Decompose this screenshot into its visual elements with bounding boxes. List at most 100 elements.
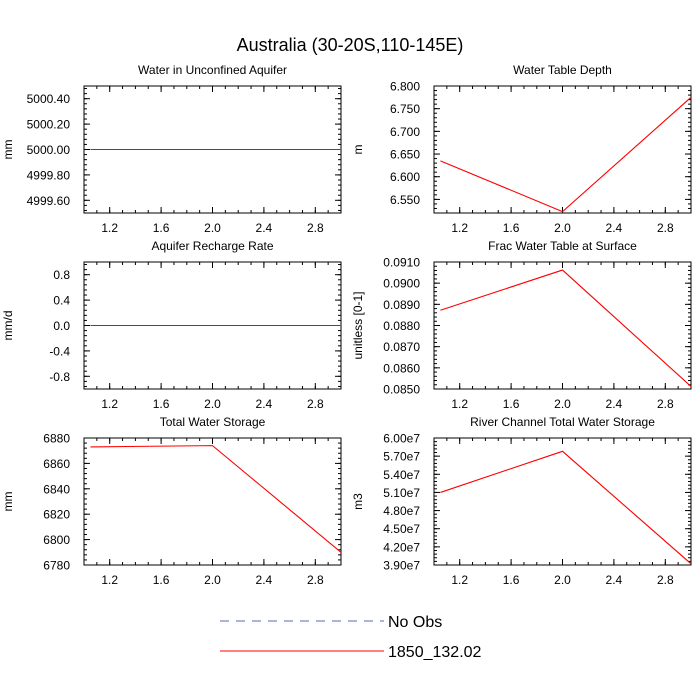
panels: Water in Unconfined Aquifer 1.2 1.6 2.0 2.4 2… xyxy=(1,63,692,587)
y-tick-label: 6.550 xyxy=(390,193,420,207)
y-tick-label: 6780 xyxy=(43,559,70,573)
panel-3: Aquifer Recharge Rate 1.2 1.6 2.0 2.4 2.8 -0.8… xyxy=(1,239,342,411)
y-tick-label: 5.10e7 xyxy=(383,486,420,500)
panel-title: Total Water Storage xyxy=(160,415,266,429)
x-tick-label: 2.0 xyxy=(554,221,571,235)
x-tick-label: 2.8 xyxy=(307,573,324,587)
plot-frame xyxy=(433,261,692,390)
y-tick-label: 0.8 xyxy=(53,268,70,282)
y-tick-label: 5000.20 xyxy=(27,118,71,132)
y-tick-label: 6820 xyxy=(43,508,70,522)
plot-frame xyxy=(433,85,692,214)
x-tick-label: 2.4 xyxy=(256,221,273,235)
y-tick-label: 0.0850 xyxy=(383,383,420,397)
x-tick-label: 1.2 xyxy=(451,573,468,587)
series-line-1 xyxy=(440,269,691,387)
y-tick-label: 0.0890 xyxy=(383,298,420,312)
y-tick-label: 6.750 xyxy=(390,102,420,116)
panel-title: Water Table Depth xyxy=(513,63,612,77)
x-tick-label: 1.6 xyxy=(503,573,520,587)
legend-label: No Obs xyxy=(388,614,442,631)
x-tick-label: 2.0 xyxy=(554,397,571,411)
x-tick-label: 1.6 xyxy=(153,397,170,411)
legend-label: 1850_132.02 xyxy=(388,644,482,661)
legend-entry-2: 1850_132.02 xyxy=(220,644,482,661)
y-tick-label: 5.40e7 xyxy=(383,468,420,482)
y-tick-label: 4.80e7 xyxy=(383,504,420,518)
y-tick-label: 6860 xyxy=(43,457,70,471)
y-tick-label: 6.00e7 xyxy=(383,432,420,446)
y-tick-label: 0.0 xyxy=(53,319,70,333)
panel-title: Water in Unconfined Aquifer xyxy=(138,63,287,77)
y-tick-label: 4999.60 xyxy=(27,194,71,208)
x-tick-label: 2.8 xyxy=(657,221,674,235)
x-tick-label: 2.4 xyxy=(256,397,273,411)
plot-frame xyxy=(83,437,342,566)
x-tick-label: 2.4 xyxy=(606,221,623,235)
y-tick-label: 6.800 xyxy=(390,80,420,94)
x-tick-label: 2.8 xyxy=(657,397,674,411)
y-tick-label: 6800 xyxy=(43,533,70,547)
y-tick-label: 5000.00 xyxy=(27,143,71,157)
x-tick-label: 1.2 xyxy=(451,397,468,411)
y-tick-label: 0.0860 xyxy=(383,361,420,375)
y-axis-label: m xyxy=(351,145,365,155)
x-tick-label: 1.6 xyxy=(153,221,170,235)
x-tick-label: 2.4 xyxy=(606,397,623,411)
panel-4: Frac Water Table at Surface 1.2 1.6 2.0 2.4 2… xyxy=(351,239,692,411)
x-tick-label: 2.0 xyxy=(204,221,221,235)
y-tick-label: 0.4 xyxy=(53,294,70,308)
y-tick-label: 0.0880 xyxy=(383,319,420,333)
y-tick-label: 0.0910 xyxy=(383,256,420,270)
y-axis-label: mm/d xyxy=(1,311,15,341)
y-tick-label: 4999.80 xyxy=(27,168,71,182)
x-tick-label: 1.2 xyxy=(101,573,118,587)
y-tick-label: -0.4 xyxy=(49,344,70,358)
y-axis-label: mm xyxy=(1,492,15,512)
panel-5: Total Water Storage 1.2 1.6 2.0 2.4 2.8 6780 68… xyxy=(1,415,342,587)
x-tick-label: 1.6 xyxy=(503,221,520,235)
x-tick-label: 1.6 xyxy=(153,573,170,587)
x-tick-label: 2.8 xyxy=(307,221,324,235)
x-tick-label: 2.0 xyxy=(554,573,571,587)
x-tick-label: 2.8 xyxy=(657,573,674,587)
plot-frame xyxy=(433,437,692,566)
y-axis-label: mm xyxy=(1,140,15,160)
panel-1: Water in Unconfined Aquifer 1.2 1.6 2.0 2.4 2… xyxy=(1,63,342,235)
y-tick-label: 6.600 xyxy=(390,170,420,184)
x-tick-label: 2.0 xyxy=(204,573,221,587)
legend: No Obs 1850_132.02 xyxy=(220,614,482,661)
panel-title: River Channel Total Water Storage xyxy=(470,415,655,429)
y-tick-label: 6840 xyxy=(43,482,70,496)
legend-entry-1: No Obs xyxy=(220,614,442,631)
y-tick-label: 6880 xyxy=(43,432,70,446)
y-tick-label: 5000.40 xyxy=(27,92,71,106)
x-tick-label: 2.4 xyxy=(256,573,273,587)
panel-title: Aquifer Recharge Rate xyxy=(151,239,273,253)
x-tick-label: 1.6 xyxy=(503,397,520,411)
figure-title: Australia (30-20S,110-145E) xyxy=(237,35,464,55)
y-tick-label: 6.700 xyxy=(390,125,420,139)
x-tick-label: 2.4 xyxy=(606,573,623,587)
series-line-1 xyxy=(440,96,691,213)
panel-2: Water Table Depth 1.2 1.6 2.0 2.4 2.8 6.550 6.6… xyxy=(351,63,692,235)
y-tick-label: 4.20e7 xyxy=(383,540,420,554)
x-tick-label: 2.0 xyxy=(204,397,221,411)
y-tick-label: 3.90e7 xyxy=(383,559,420,573)
y-tick-label: 0.0900 xyxy=(383,277,420,291)
x-tick-label: 2.8 xyxy=(307,397,324,411)
y-tick-label: 4.50e7 xyxy=(383,522,420,536)
y-axis-label: m3 xyxy=(351,493,365,510)
series-line-1 xyxy=(90,445,341,553)
y-tick-label: 5.70e7 xyxy=(383,450,420,464)
x-tick-label: 1.2 xyxy=(101,221,118,235)
panel-6: River Channel Total Water Storage 1.2 1.6 2… xyxy=(351,415,692,587)
y-tick-label: 0.0870 xyxy=(383,340,420,354)
panel-title: Frac Water Table at Surface xyxy=(488,239,637,253)
y-tick-label: -0.8 xyxy=(49,370,70,384)
y-tick-label: 6.650 xyxy=(390,148,420,162)
x-tick-label: 1.2 xyxy=(451,221,468,235)
y-axis-label: unitless [0-1] xyxy=(351,291,365,359)
x-tick-label: 1.2 xyxy=(101,397,118,411)
